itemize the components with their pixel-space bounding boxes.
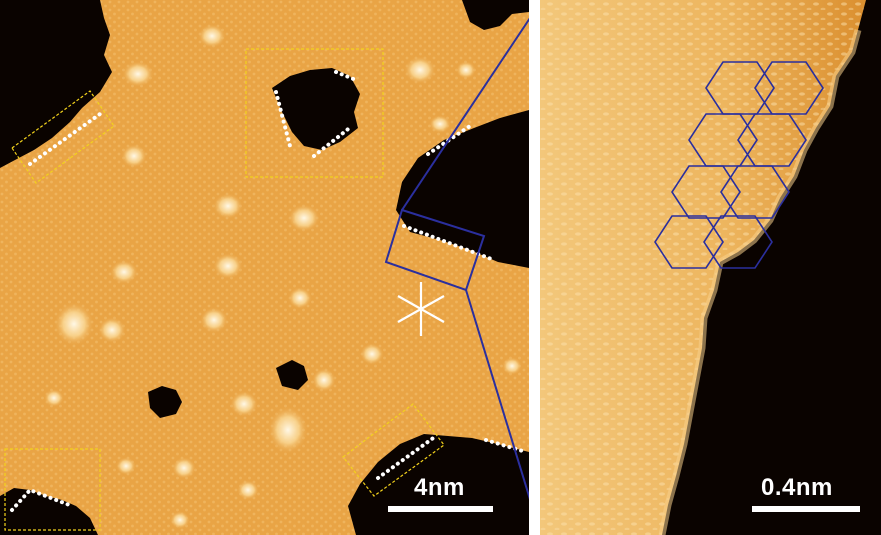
box-bottom-right-rotated	[342, 403, 445, 497]
zoom-vacuum-region	[662, 0, 881, 535]
pit-center-small	[276, 360, 308, 390]
scale-bar-left-label: 4nm	[414, 474, 465, 501]
edge-bottom-left	[10, 487, 74, 512]
left-stm-panel	[0, 0, 529, 535]
box-center-top	[245, 48, 384, 178]
zoom-edge-glow	[658, 29, 862, 535]
lattice-direction-marker	[397, 282, 445, 336]
hexagon	[754, 61, 824, 115]
hexagon	[703, 215, 773, 269]
box-bottom-left	[4, 448, 101, 531]
hexagon	[671, 165, 741, 219]
right-stm-panel	[540, 0, 881, 535]
scale-bar-right-label: 0.4nm	[761, 474, 833, 501]
adsorbate-bumps	[44, 24, 522, 529]
pit-right-mid	[396, 110, 529, 268]
hexagon	[654, 215, 724, 269]
edge-bottom-far-right	[484, 438, 528, 454]
highlight-boxes	[4, 48, 445, 531]
edge-center-top	[334, 70, 358, 82]
edge-bottom-right	[376, 434, 438, 480]
scale-bar-left	[388, 506, 493, 512]
pit-center-top	[272, 68, 360, 150]
panel-divider	[529, 0, 540, 535]
pit-bottom-left	[0, 488, 98, 535]
edge-traces	[10, 70, 528, 512]
zoom-connector-top	[401, 2, 541, 211]
hexagon	[737, 113, 807, 167]
hexagon-lattice-overlay	[654, 61, 824, 269]
pit-top-left	[0, 0, 112, 168]
scale-bar-right	[752, 506, 860, 512]
pit-left-small	[148, 386, 182, 418]
pit-top-right	[462, 0, 529, 30]
hexagon	[720, 165, 790, 219]
edge-zoom	[402, 224, 496, 262]
edge-center-right	[312, 124, 354, 158]
edge-top-left	[28, 112, 102, 166]
zoom-connector-bottom	[465, 289, 541, 533]
